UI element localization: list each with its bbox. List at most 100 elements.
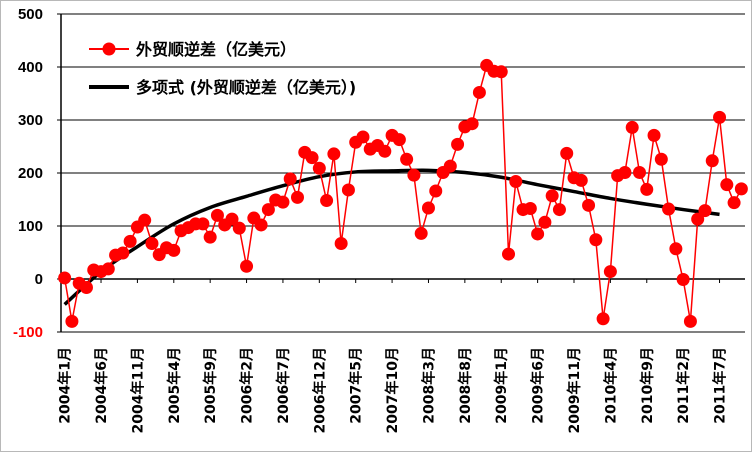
x-tick-label: 2009年11月: [566, 347, 583, 433]
data-point: [407, 168, 421, 182]
data-point: [465, 117, 479, 131]
x-tick-label: 2007年5月: [348, 347, 365, 424]
x-tick-label: 2011年7月: [712, 347, 729, 424]
x-tick-label: 2004年1月: [57, 347, 74, 424]
x-tick-label: 2004年6月: [93, 347, 110, 424]
data-point: [502, 247, 516, 261]
data-point: [312, 161, 326, 175]
data-point: [196, 217, 210, 231]
x-tick-label: 2006年7月: [275, 347, 292, 424]
data-point: [65, 314, 79, 328]
x-tick-label: 2007年10月: [384, 347, 401, 433]
data-point: [429, 184, 443, 198]
data-point: [261, 203, 275, 217]
data-point: [734, 182, 748, 196]
legend-label-trade-balance: 外贸顺逆差（亿美元）: [135, 40, 296, 59]
x-tick-label: 2005年4月: [166, 347, 183, 424]
data-point: [79, 280, 93, 294]
data-point: [705, 154, 719, 168]
data-point: [523, 202, 537, 216]
data-point: [232, 221, 246, 235]
data-series: [58, 58, 748, 328]
data-point: [603, 265, 617, 279]
data-point: [589, 233, 603, 247]
legend-marker-trade-balance: [102, 42, 116, 56]
data-point: [138, 213, 152, 227]
data-point: [254, 218, 268, 232]
data-point: [101, 262, 115, 276]
data-point: [632, 165, 646, 179]
data-point: [640, 182, 654, 196]
data-point: [691, 212, 705, 226]
data-point: [421, 201, 435, 215]
data-point: [167, 243, 181, 257]
data-point: [669, 242, 683, 256]
x-tick-labels: 2004年1月 2004年6月 2004年11月 2005年4月 2005年9月 2006…: [57, 347, 729, 433]
data-point: [400, 152, 414, 166]
data-point: [509, 174, 523, 188]
data-point: [596, 312, 610, 326]
y-tick-label: 200: [18, 165, 43, 182]
x-tick-label: 2006年2月: [239, 347, 256, 424]
data-point: [582, 198, 596, 212]
data-point: [662, 202, 676, 216]
x-tick-label: 2006年12月: [311, 347, 328, 433]
x-tick-label: 2009年6月: [530, 347, 547, 424]
data-point: [334, 236, 348, 250]
data-point: [654, 152, 668, 166]
y-tick-label: 0: [35, 271, 43, 288]
x-tick-label: 2010年9月: [639, 347, 656, 424]
data-point: [210, 208, 224, 222]
data-point: [538, 215, 552, 229]
data-point: [305, 151, 319, 165]
data-point: [647, 128, 661, 142]
data-point: [574, 173, 588, 187]
data-point: [392, 133, 406, 147]
data-point: [443, 159, 457, 173]
x-tick-label: 2011年2月: [675, 347, 692, 424]
data-point: [283, 172, 297, 186]
data-point: [618, 165, 632, 179]
data-point: [203, 230, 217, 244]
data-point: [472, 85, 486, 99]
trendline-polynomial: [63, 168, 720, 306]
data-point: [145, 236, 159, 250]
x-tick-label: 2008年8月: [457, 347, 474, 424]
data-point: [225, 212, 239, 226]
data-point: [414, 226, 428, 240]
data-point: [683, 314, 697, 328]
legend: 外贸顺逆差（亿美元） 多项式 (外贸顺逆差（亿美元）): [89, 40, 356, 97]
data-point: [276, 195, 290, 209]
data-point: [720, 178, 734, 192]
data-point: [625, 120, 639, 134]
y-tick-label: -100: [13, 324, 43, 341]
data-point: [378, 144, 392, 158]
data-point: [123, 234, 137, 248]
gridlines: [61, 13, 745, 333]
data-point: [290, 190, 304, 204]
data-point: [494, 65, 508, 79]
x-tick-label: 2010年4月: [602, 347, 619, 424]
data-point: [116, 246, 130, 260]
data-point: [240, 259, 254, 273]
data-point: [560, 146, 574, 160]
y-tick-label: 100: [18, 218, 43, 235]
data-point: [713, 110, 727, 124]
y-tick-label: 400: [18, 59, 43, 76]
data-point: [531, 227, 545, 241]
series-line-trade-balance: [63, 64, 743, 322]
y-tick-label: 500: [18, 6, 43, 23]
data-point: [676, 273, 690, 287]
y-tick-labels: -100 0 100 200 300 400 500: [13, 6, 43, 341]
data-point: [545, 189, 559, 203]
data-point: [327, 147, 341, 161]
data-point: [356, 130, 370, 144]
data-point: [451, 137, 465, 151]
x-tick-label: 2009年1月: [493, 347, 510, 424]
legend-label-trendline: 多项式 (外贸顺逆差（亿美元）): [136, 78, 356, 97]
y-tick-label: 300: [18, 112, 43, 129]
data-point: [552, 203, 566, 217]
data-point: [341, 183, 355, 197]
